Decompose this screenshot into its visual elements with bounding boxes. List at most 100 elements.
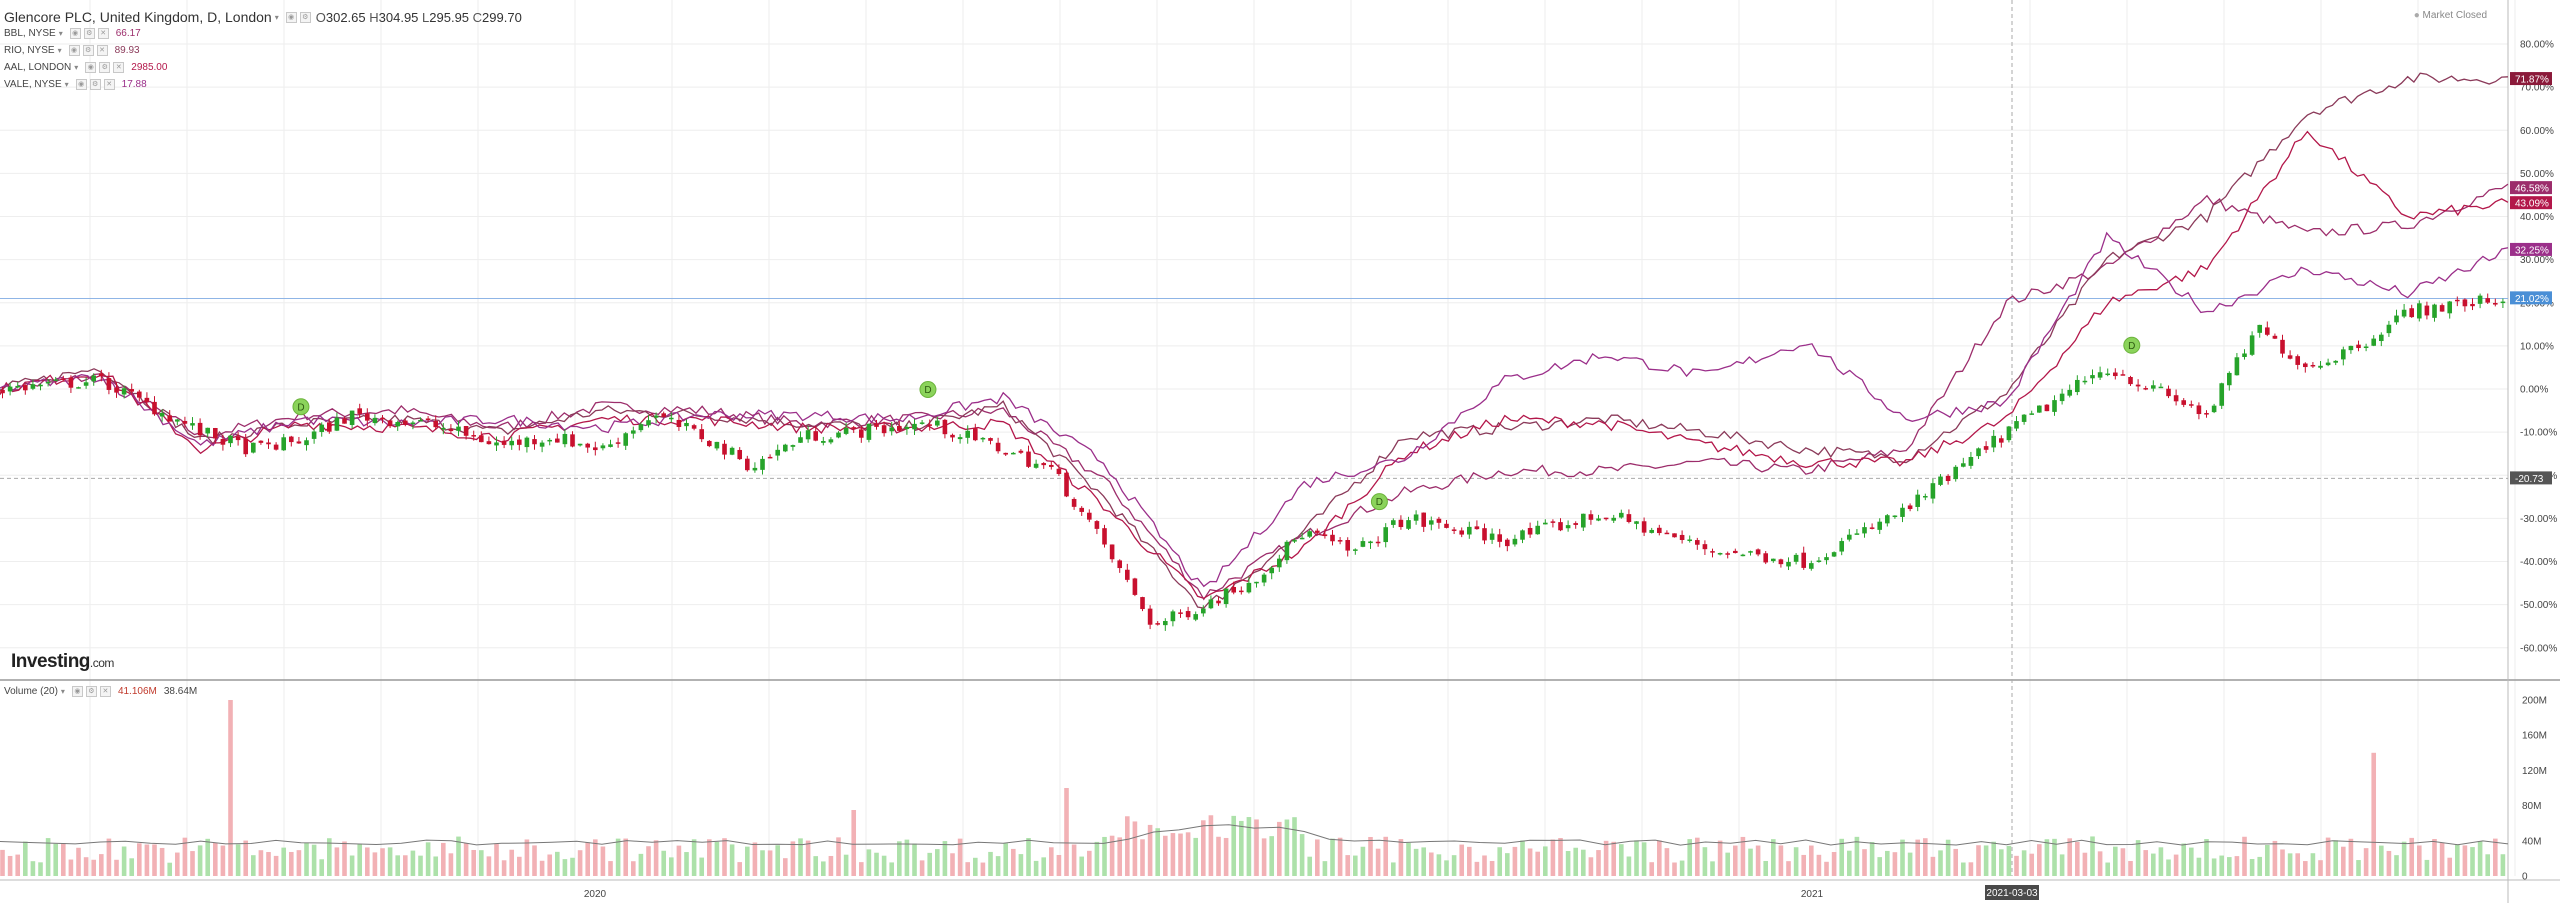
chevron-down-icon[interactable]: ▾ [64,80,69,89]
volume-bar [1398,839,1404,876]
candle [653,415,659,418]
chevron-down-icon[interactable]: ▾ [274,12,279,22]
candle [1961,463,1966,467]
candle [2204,413,2209,415]
ohlc-values: O302.65 H304.95 L295.95 C299.70 [315,9,522,25]
volume-bar [91,859,97,876]
hide-icon[interactable]: ◉ [75,79,87,90]
compare-symbol[interactable]: RIO, NYSE [4,45,55,56]
hide-icon[interactable]: ◉ [68,45,80,56]
candle [2189,404,2194,406]
volume-bar [1315,839,1320,876]
settings-icon[interactable]: ⚙ [82,45,94,56]
volume-bar [593,839,598,876]
settings-icon[interactable]: ⚙ [85,686,97,697]
volume-bar [2219,855,2225,876]
close-icon[interactable]: ✕ [96,45,108,56]
volume-bar [1201,820,1206,876]
volume-bar [2303,861,2308,876]
candle [1261,574,1267,583]
volume-bar [1406,842,1411,876]
volume-axis-tick-label: 160M [2522,731,2547,742]
compare-value: 66.17 [115,28,141,39]
volume-bar [2105,862,2111,876]
volume-bar [2394,855,2399,876]
close-icon[interactable]: ✕ [113,62,125,73]
close-icon[interactable]: ✕ [103,79,115,90]
volume-axis-tick-label: 120M [2522,766,2547,777]
symbol-title[interactable]: Glencore PLC, United Kingdom, D, London [4,9,272,25]
candle [821,441,826,443]
candle [1702,544,1708,550]
volume-bar [1216,836,1221,876]
volume-bar [2173,854,2179,876]
volume-bar [1079,856,1085,876]
price-badge-label: 32.25% [2515,245,2549,256]
candle [570,434,575,447]
candle [615,442,621,444]
candle [973,428,978,441]
settings-icon[interactable]: ⚙ [299,11,311,23]
candle [1421,512,1427,527]
volume-bar [1246,817,1252,876]
candle [2310,364,2316,367]
candle [577,443,583,446]
candle [897,425,902,431]
candle [266,442,271,445]
candle [2219,383,2225,406]
price-axis-tick-label: 40.00% [2520,212,2554,223]
open-value: 302.65 [325,9,366,25]
compare-symbol[interactable]: VALE, NYSE [4,79,62,90]
settings-icon[interactable]: ⚙ [83,28,95,39]
volume-bar [1961,862,1966,876]
candle [1482,528,1487,541]
candle [2234,357,2240,376]
volume-bar [365,847,370,876]
compare-symbol[interactable]: BBL, NYSE [4,28,56,39]
volume-bar [1132,821,1138,876]
candle [1892,515,1898,518]
price-axis-tick-label: 50.00% [2520,169,2554,180]
volume-bar [213,842,218,876]
volume-bar [1565,851,1571,876]
price-badge [2510,72,2552,86]
time-axis-label: 2021 [1801,889,1824,900]
chevron-down-icon[interactable]: ▾ [74,63,79,72]
candle [494,442,499,446]
candle [2014,421,2019,429]
candle [1991,435,1997,448]
candle [790,445,796,447]
hide-icon[interactable]: ◉ [69,28,81,39]
series-line-rio [0,72,2509,609]
volume-bar [2234,856,2240,876]
close-icon[interactable]: ✕ [99,686,111,697]
compare-symbol[interactable]: AAL, LONDON [4,62,72,73]
volume-bar [1140,839,1145,876]
volume-bar [775,845,781,876]
volume-bar [1839,838,1845,876]
candle [45,381,51,384]
candle [76,387,81,389]
volume-bar [729,844,735,876]
hide-icon[interactable]: ◉ [71,686,83,697]
close-icon[interactable]: ✕ [97,28,109,39]
settings-icon[interactable]: ⚙ [89,79,101,90]
volume-bar [425,842,431,876]
chevron-down-icon[interactable]: ▾ [60,687,65,696]
volume-label[interactable]: Volume (20) [4,686,58,697]
volume-bar [395,855,401,876]
volume-bar [1451,855,1457,876]
volume-bar [646,846,651,876]
settings-icon[interactable]: ⚙ [99,62,111,73]
chevron-down-icon[interactable]: ▾ [57,46,62,55]
chevron-down-icon[interactable]: ▾ [58,29,63,38]
hide-icon[interactable]: ◉ [85,62,97,73]
price-badge [2510,181,2552,195]
volume-bar [1474,861,1480,876]
hide-icon[interactable]: ◉ [285,11,297,23]
candle [1603,517,1609,520]
volume-bar [653,840,659,876]
candle [1429,520,1434,525]
